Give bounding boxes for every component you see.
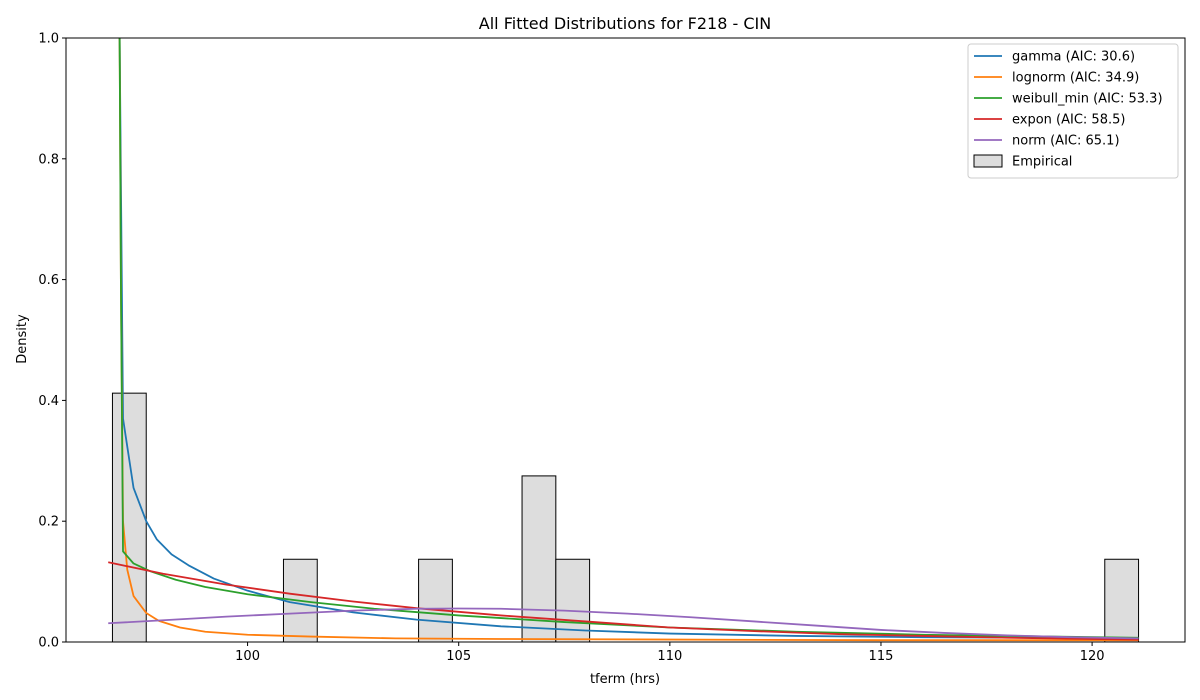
histogram-bar-5 xyxy=(1104,558,1140,643)
legend-swatch-empirical xyxy=(973,154,1003,168)
y-tick-label-0: 0.0 xyxy=(38,636,59,651)
legend-entry-2: weibull_min (AIC: 53.3) xyxy=(1012,92,1163,107)
series-line-norm xyxy=(108,607,1139,640)
legend-entry-0: gamma (AIC: 30.6) xyxy=(1012,50,1135,65)
histogram-bar-0 xyxy=(111,392,147,643)
y-tick-label-0.4: 0.4 xyxy=(38,394,59,409)
y-axis-label: Density xyxy=(15,314,30,364)
histogram-bar-2 xyxy=(418,558,453,643)
y-tick-label-0.8: 0.8 xyxy=(38,152,59,167)
legend-entry-1: lognorm (AIC: 34.9) xyxy=(1012,71,1139,86)
legend: gamma (AIC: 30.6) lognorm (AIC: 34.9) weib… xyxy=(967,43,1179,179)
axis-ticks: 100 105 110 115 120 0.0 0.2 0.4 0.6 0.8 1.0 xyxy=(38,32,1104,665)
x-tick-label-100: 100 xyxy=(235,649,260,664)
series-line-lognorm xyxy=(118,38,1139,642)
x-tick-label-115: 115 xyxy=(869,649,894,664)
histogram xyxy=(111,392,1140,643)
series-line-expon xyxy=(108,561,1139,641)
y-tick-label-0.6: 0.6 xyxy=(38,273,59,288)
legend-entry-empirical: Empirical xyxy=(1012,155,1072,170)
legend-box xyxy=(967,43,1179,179)
series-lines xyxy=(108,38,1139,642)
x-tick-label-105: 105 xyxy=(446,649,471,664)
x-axis-label: tferm (hrs) xyxy=(590,672,660,687)
x-tick-label-110: 110 xyxy=(657,649,682,664)
plot-frame xyxy=(65,37,1186,643)
y-tick-label-0.2: 0.2 xyxy=(38,515,59,530)
histogram-bar-3 xyxy=(521,475,557,643)
histogram-bar-4 xyxy=(555,558,591,643)
x-tick-label-120: 120 xyxy=(1080,649,1105,664)
legend-entry-4: norm (AIC: 65.1) xyxy=(1012,134,1120,149)
series-line-weibull_min xyxy=(118,38,1139,639)
chart-title: All Fitted Distributions for F218 - CIN xyxy=(479,14,771,33)
series-line-gamma xyxy=(118,38,1139,640)
legend-entry-3: expon (AIC: 58.5) xyxy=(1012,113,1125,128)
y-tick-label-1: 1.0 xyxy=(38,32,59,47)
